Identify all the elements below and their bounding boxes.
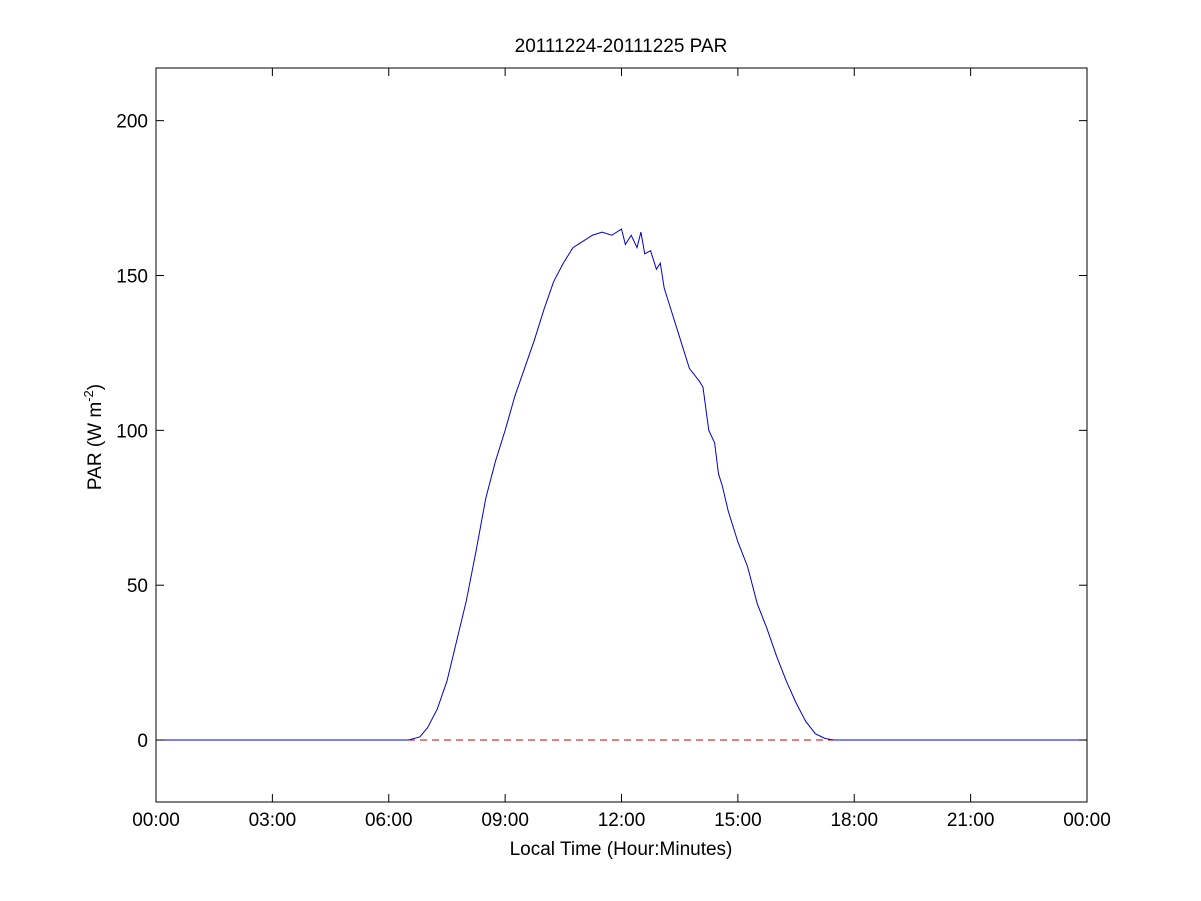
x-tick-label: 21:00 [947,810,995,831]
x-tick-label: 06:00 [365,810,413,831]
chart-title: 20111224-20111225 PAR [515,36,728,57]
par-data-line [156,228,1087,741]
x-tick-label: 03:00 [249,810,297,831]
x-tick-label: 15:00 [714,810,762,831]
x-tick-label: 09:00 [481,810,529,831]
y-tick-label: 0 [137,731,148,752]
x-tick-label: 00:00 [1063,810,1111,831]
y-axis-label: PAR (W m-2) [81,384,106,490]
y-tick-label: 150 [116,267,148,288]
y-axis-label-close: ) [85,384,106,390]
x-tick-label: 18:00 [830,810,878,831]
series-layer [156,228,1087,741]
x-tick-label: 12:00 [598,810,646,831]
y-axis-label-superscript: -2 [81,390,96,402]
x-axis-label: Local Time (Hour:Minutes) [510,839,733,860]
y-axis-label-main: PAR (W m [85,402,106,490]
x-tick-label: 00:00 [132,810,180,831]
y-tick-label: 200 [116,112,148,133]
y-tick-label: 50 [127,576,148,597]
y-tick-label: 100 [116,421,148,442]
tick-layer: 00:00 03:00 06:00 09:00 12:00 15:00 18:00 21:00… [116,68,1111,831]
